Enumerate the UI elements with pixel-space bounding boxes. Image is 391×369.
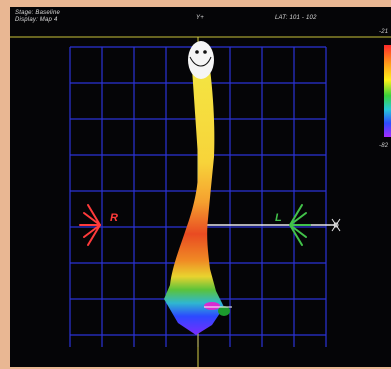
target-icon — [331, 218, 341, 232]
display-label: Display: Map 4 — [15, 17, 58, 23]
stage-label: Stage: Baseline — [15, 10, 61, 16]
right-marker-icon — [79, 204, 101, 246]
right-marker-label: R — [110, 212, 118, 224]
y-axis-label: Y+ — [196, 15, 204, 21]
lat-range-label: LAT: 101 - 102 — [275, 15, 317, 21]
color-scale-bar — [384, 45, 391, 137]
mapping-viewport[interactable]: Stage: Baseline Display: Map 4 Y+ LAT: 1… — [10, 7, 391, 367]
activation-map-shape — [164, 69, 224, 335]
mitral-ring-icon — [188, 41, 214, 79]
scale-min-label: -82 — [379, 143, 389, 149]
scale-max-label: -21 — [379, 29, 389, 35]
left-marker-icon — [289, 204, 311, 246]
map-canvas: R L — [10, 36, 391, 367]
catheter-tip-icon — [204, 302, 232, 316]
left-marker-label: L — [275, 212, 282, 224]
